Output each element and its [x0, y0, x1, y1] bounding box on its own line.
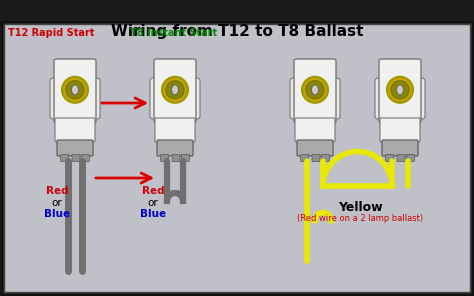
Text: T12 Rapid Start: T12 Rapid Start	[8, 28, 94, 38]
FancyBboxPatch shape	[405, 78, 425, 119]
Text: Blue: Blue	[44, 209, 70, 219]
Circle shape	[306, 81, 324, 99]
Circle shape	[166, 81, 184, 99]
FancyBboxPatch shape	[375, 78, 395, 119]
Text: or: or	[147, 198, 158, 208]
Ellipse shape	[172, 85, 179, 95]
Circle shape	[391, 81, 409, 99]
FancyBboxPatch shape	[57, 140, 93, 156]
FancyBboxPatch shape	[380, 118, 420, 142]
FancyBboxPatch shape	[161, 155, 169, 162]
Text: Blue: Blue	[140, 209, 166, 219]
FancyBboxPatch shape	[320, 78, 340, 119]
FancyBboxPatch shape	[2, 22, 472, 294]
Text: Red: Red	[142, 186, 164, 196]
FancyBboxPatch shape	[155, 118, 195, 142]
FancyBboxPatch shape	[301, 155, 309, 162]
FancyBboxPatch shape	[406, 155, 414, 162]
FancyBboxPatch shape	[386, 155, 394, 162]
FancyBboxPatch shape	[55, 118, 95, 142]
FancyBboxPatch shape	[154, 59, 196, 123]
FancyBboxPatch shape	[150, 78, 170, 119]
Text: T8 Instant Start: T8 Instant Start	[130, 28, 217, 38]
FancyBboxPatch shape	[80, 78, 100, 119]
FancyBboxPatch shape	[54, 59, 96, 123]
FancyBboxPatch shape	[157, 140, 193, 156]
FancyBboxPatch shape	[382, 140, 418, 156]
FancyBboxPatch shape	[290, 78, 310, 119]
FancyBboxPatch shape	[50, 78, 70, 119]
Text: Red: Red	[46, 186, 68, 196]
FancyBboxPatch shape	[312, 155, 320, 162]
Ellipse shape	[311, 85, 319, 95]
Ellipse shape	[72, 85, 79, 95]
FancyBboxPatch shape	[61, 155, 69, 162]
Ellipse shape	[396, 85, 403, 95]
Circle shape	[302, 77, 328, 103]
FancyBboxPatch shape	[297, 140, 333, 156]
FancyBboxPatch shape	[294, 59, 336, 123]
FancyBboxPatch shape	[72, 155, 80, 162]
FancyBboxPatch shape	[321, 155, 329, 162]
FancyBboxPatch shape	[180, 78, 200, 119]
FancyBboxPatch shape	[379, 59, 421, 123]
Circle shape	[62, 77, 88, 103]
Circle shape	[387, 77, 413, 103]
Text: Wiring from T12 to T8 Ballast: Wiring from T12 to T8 Ballast	[111, 24, 363, 39]
FancyBboxPatch shape	[182, 155, 189, 162]
Text: or: or	[52, 198, 63, 208]
FancyBboxPatch shape	[397, 155, 405, 162]
FancyBboxPatch shape	[172, 155, 180, 162]
FancyBboxPatch shape	[295, 118, 335, 142]
Text: Yellow: Yellow	[337, 201, 383, 214]
Text: (Red wire on a 2 lamp ballast): (Red wire on a 2 lamp ballast)	[297, 214, 423, 223]
FancyBboxPatch shape	[82, 155, 89, 162]
Circle shape	[162, 77, 188, 103]
Circle shape	[66, 81, 84, 99]
